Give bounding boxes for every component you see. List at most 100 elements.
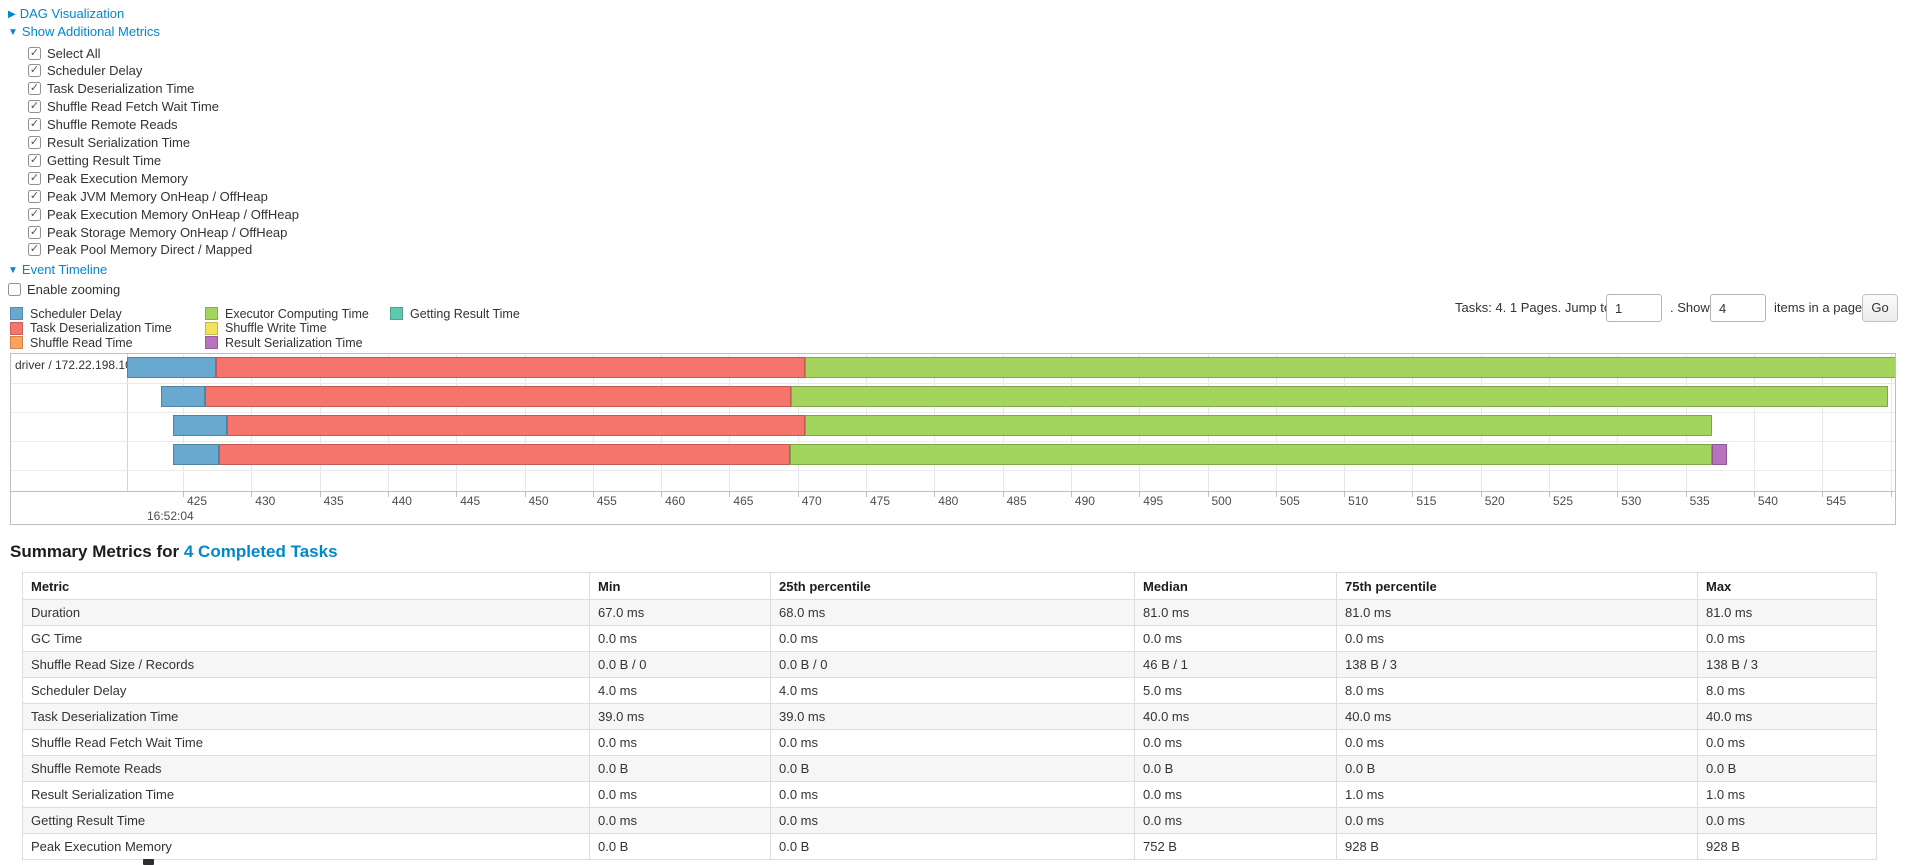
- axis-tick: [1275, 491, 1277, 497]
- metric-value-cell: 0.0 B: [770, 833, 1135, 860]
- metric-value-cell: 0.0 B / 0: [770, 651, 1135, 678]
- task-bar-segment-result_serialization[interactable]: [1711, 444, 1727, 465]
- event-timeline-chart[interactable]: driver / 172.22.198.104 425 430 435 440 445 4…: [10, 353, 1896, 525]
- metric-value-cell: 0.0 ms: [770, 807, 1135, 834]
- task-bar-segment-scheduler_delay[interactable]: [173, 415, 227, 436]
- axis-tick-label: 435: [323, 494, 344, 508]
- table-row: Getting Result Time 0.0 ms 0.0 ms 0.0 ms 0.0…: [22, 807, 1877, 834]
- task-bar-segment-executor_computing[interactable]: [804, 357, 1895, 378]
- go-button[interactable]: Go: [1862, 294, 1898, 322]
- metric-checkbox-label: Task Deserialization Time: [47, 81, 195, 97]
- lane-separator: [11, 469, 1895, 471]
- metric-value-cell: 0.0 ms: [1336, 807, 1698, 834]
- metric-checkbox-label: Peak Execution Memory: [47, 170, 188, 186]
- task-bar-segment-task_deserialization[interactable]: [204, 386, 791, 407]
- metric-checkbox-peak-execution-memory[interactable]: Peak Execution Memory: [28, 169, 188, 187]
- metric-checkbox-label: Scheduler Delay: [47, 63, 143, 79]
- legend-swatch-icon: [10, 336, 23, 349]
- axis-tick: [1070, 491, 1072, 497]
- task-bar-segment-executor_computing[interactable]: [804, 415, 1712, 436]
- task-bar-segment-scheduler_delay[interactable]: [161, 386, 205, 407]
- metric-value-cell: 0.0 ms: [589, 729, 771, 756]
- task-bar-segment-scheduler_delay[interactable]: [126, 357, 216, 378]
- metric-checkbox-getting-result-time[interactable]: Getting Result Time: [28, 151, 161, 169]
- table-row: Duration 67.0 ms 68.0 ms 81.0 ms 81.0 ms 81.0…: [22, 599, 1877, 626]
- metric-name-cell: Getting Result Time: [22, 807, 590, 834]
- gridline: [1822, 354, 1824, 491]
- metric-value-cell: 0.0 ms: [1697, 807, 1877, 834]
- items-per-page-input[interactable]: [1710, 294, 1766, 322]
- metric-checkbox-shuffle-remote-reads[interactable]: Shuffle Remote Reads: [28, 116, 178, 134]
- chevron-down-icon: ▼: [8, 265, 18, 276]
- task-bar-segment-executor_computing[interactable]: [789, 444, 1712, 465]
- task-bar-segment-task_deserialization[interactable]: [218, 444, 790, 465]
- x-axis-line: [11, 491, 1895, 492]
- completed-tasks-link[interactable]: 4 Completed Tasks: [183, 542, 338, 561]
- summary-heading-text: Summary Metrics for: [10, 542, 180, 561]
- axis-tick: [1480, 491, 1482, 497]
- dag-visualization-toggle[interactable]: ▶ DAG Visualization: [8, 6, 124, 21]
- column-header-median: Median: [1134, 572, 1337, 600]
- column-header-75th-percentile: 75th percentile: [1336, 572, 1698, 600]
- axis-tick-label: 460: [665, 494, 686, 508]
- metric-checkbox-result-serialization-time[interactable]: Result Serialization Time: [28, 134, 190, 152]
- axis-tick-label: 540: [1757, 494, 1778, 508]
- axis-tick: [1753, 491, 1755, 497]
- clipped-next-section-fragment: [143, 859, 154, 865]
- checkbox-checked-icon: [28, 136, 41, 149]
- axis-tick: [524, 491, 526, 497]
- metric-value-cell: 0.0 ms: [589, 781, 771, 808]
- checkbox-checked-icon: [28, 153, 41, 167]
- metric-value-cell: 0.0 B: [1336, 755, 1698, 782]
- task-bar-segment-scheduler_delay[interactable]: [173, 444, 219, 465]
- metric-checkbox-task-deserialization-time[interactable]: Task Deserialization Time: [28, 80, 194, 98]
- enable-zooming-checkbox[interactable]: Enable zooming: [8, 280, 120, 298]
- task-bar-segment-task_deserialization[interactable]: [215, 357, 805, 378]
- metric-checkbox-select-all[interactable]: Select All: [28, 44, 100, 62]
- column-header-min: Min: [589, 572, 771, 600]
- jump-to-page-input[interactable]: [1606, 294, 1662, 322]
- metric-value-cell: 0.0 ms: [1336, 729, 1698, 756]
- event-timeline-toggle[interactable]: ▼ Event Timeline: [8, 262, 107, 277]
- legend-item: Getting Result Time: [390, 306, 520, 321]
- metric-checkbox-shuffle-read-fetch-wait-time[interactable]: Shuffle Read Fetch Wait Time: [28, 98, 219, 116]
- metric-value-cell: 8.0 ms: [1697, 677, 1877, 704]
- axis-tick-label: 520: [1484, 494, 1505, 508]
- axis-tick: [1412, 491, 1414, 497]
- metric-checkbox-peak-pool-memory-direct-mapped[interactable]: Peak Pool Memory Direct / Mapped: [28, 241, 252, 259]
- metric-checkbox-scheduler-delay[interactable]: Scheduler Delay: [28, 62, 142, 80]
- table-row: Peak Execution Memory 0.0 B 0.0 B 752 B 928 …: [22, 833, 1877, 860]
- axis-tick-label: 455: [596, 494, 617, 508]
- legend-item: Executor Computing Time: [205, 306, 369, 321]
- metric-name-cell: Result Serialization Time: [22, 781, 590, 808]
- checkbox-checked-icon: [28, 225, 41, 239]
- gridline: [1890, 354, 1892, 491]
- metric-checkbox-label: Shuffle Read Fetch Wait Time: [47, 99, 219, 115]
- metric-value-cell: 39.0 ms: [770, 703, 1135, 730]
- task-bar-segment-task_deserialization[interactable]: [226, 415, 805, 436]
- metric-value-cell: 40.0 ms: [1697, 703, 1877, 730]
- metric-value-cell: 5.0 ms: [1134, 677, 1337, 704]
- axis-tick-label: 535: [1689, 494, 1710, 508]
- metric-checkbox-peak-execution-memory-onheap-offheap[interactable]: Peak Execution Memory OnHeap / OffHeap: [28, 205, 299, 223]
- metric-checkbox-peak-jvm-memory-onheap-offheap[interactable]: Peak JVM Memory OnHeap / OffHeap: [28, 187, 268, 205]
- legend-swatch-icon: [10, 307, 23, 320]
- axis-tick: [183, 491, 184, 497]
- axis-tick-label: 545: [1826, 494, 1847, 508]
- axis-tick-label: 475: [870, 494, 891, 508]
- metric-value-cell: 0.0 ms: [1134, 781, 1337, 808]
- legend-item: Shuffle Read Time: [10, 335, 133, 350]
- metric-value-cell: 0.0 B / 0: [589, 651, 771, 678]
- dag-visualization-label: DAG Visualization: [19, 6, 125, 21]
- legend-swatch-icon: [205, 307, 218, 320]
- table-row: GC Time 0.0 ms 0.0 ms 0.0 ms 0.0 ms 0.0 ms: [22, 625, 1877, 652]
- axis-tick-label: 515: [1416, 494, 1437, 508]
- show-additional-metrics-toggle[interactable]: ▼ Show Additional Metrics: [8, 24, 160, 39]
- table-row: Scheduler Delay 4.0 ms 4.0 ms 5.0 ms 8.0 ms 8…: [22, 677, 1877, 704]
- metric-checkbox-peak-storage-memory-onheap-offheap[interactable]: Peak Storage Memory OnHeap / OffHeap: [28, 223, 287, 241]
- axis-tick-label: 510: [1348, 494, 1369, 508]
- task-bar-segment-executor_computing[interactable]: [790, 386, 1888, 407]
- metric-value-cell: 138 B / 3: [1697, 651, 1877, 678]
- metric-value-cell: 0.0 B: [589, 755, 771, 782]
- metric-value-cell: 0.0 ms: [589, 625, 771, 652]
